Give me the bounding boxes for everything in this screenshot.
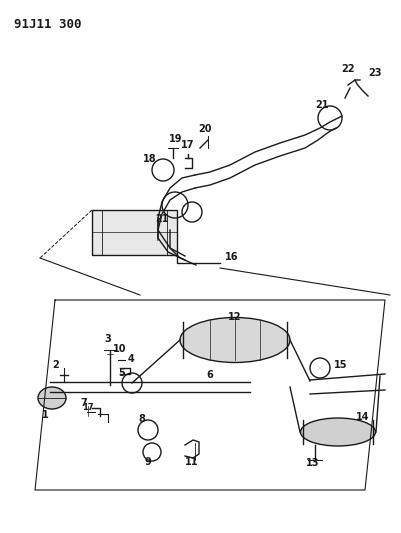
Text: 3: 3 bbox=[104, 334, 111, 344]
Text: 6: 6 bbox=[206, 370, 213, 380]
Text: 22: 22 bbox=[340, 64, 354, 74]
Text: 7: 7 bbox=[81, 398, 87, 408]
Text: 23: 23 bbox=[367, 68, 381, 78]
Text: 18: 18 bbox=[143, 154, 156, 164]
Text: 11: 11 bbox=[185, 457, 198, 467]
Text: 13: 13 bbox=[306, 458, 319, 468]
Bar bbox=[92, 210, 176, 255]
Text: 21: 21 bbox=[155, 214, 168, 224]
Text: 8: 8 bbox=[138, 414, 145, 424]
Ellipse shape bbox=[180, 318, 289, 362]
Text: 4: 4 bbox=[128, 354, 134, 364]
Text: 21: 21 bbox=[314, 100, 328, 110]
Text: 12: 12 bbox=[228, 312, 241, 322]
Text: 5: 5 bbox=[118, 368, 125, 378]
Ellipse shape bbox=[300, 418, 375, 446]
Text: 19: 19 bbox=[169, 134, 182, 144]
Text: 9: 9 bbox=[144, 457, 151, 467]
Ellipse shape bbox=[38, 387, 66, 409]
Text: 1: 1 bbox=[42, 410, 48, 420]
Text: 14: 14 bbox=[355, 412, 369, 422]
Text: 15: 15 bbox=[333, 360, 346, 370]
Text: 10: 10 bbox=[113, 344, 126, 354]
Text: 16: 16 bbox=[225, 252, 238, 262]
Text: 20: 20 bbox=[198, 124, 211, 134]
Text: 2: 2 bbox=[53, 360, 59, 370]
Text: 17: 17 bbox=[181, 140, 194, 150]
Text: 91J11 300: 91J11 300 bbox=[14, 18, 81, 31]
Text: 17: 17 bbox=[82, 403, 93, 412]
